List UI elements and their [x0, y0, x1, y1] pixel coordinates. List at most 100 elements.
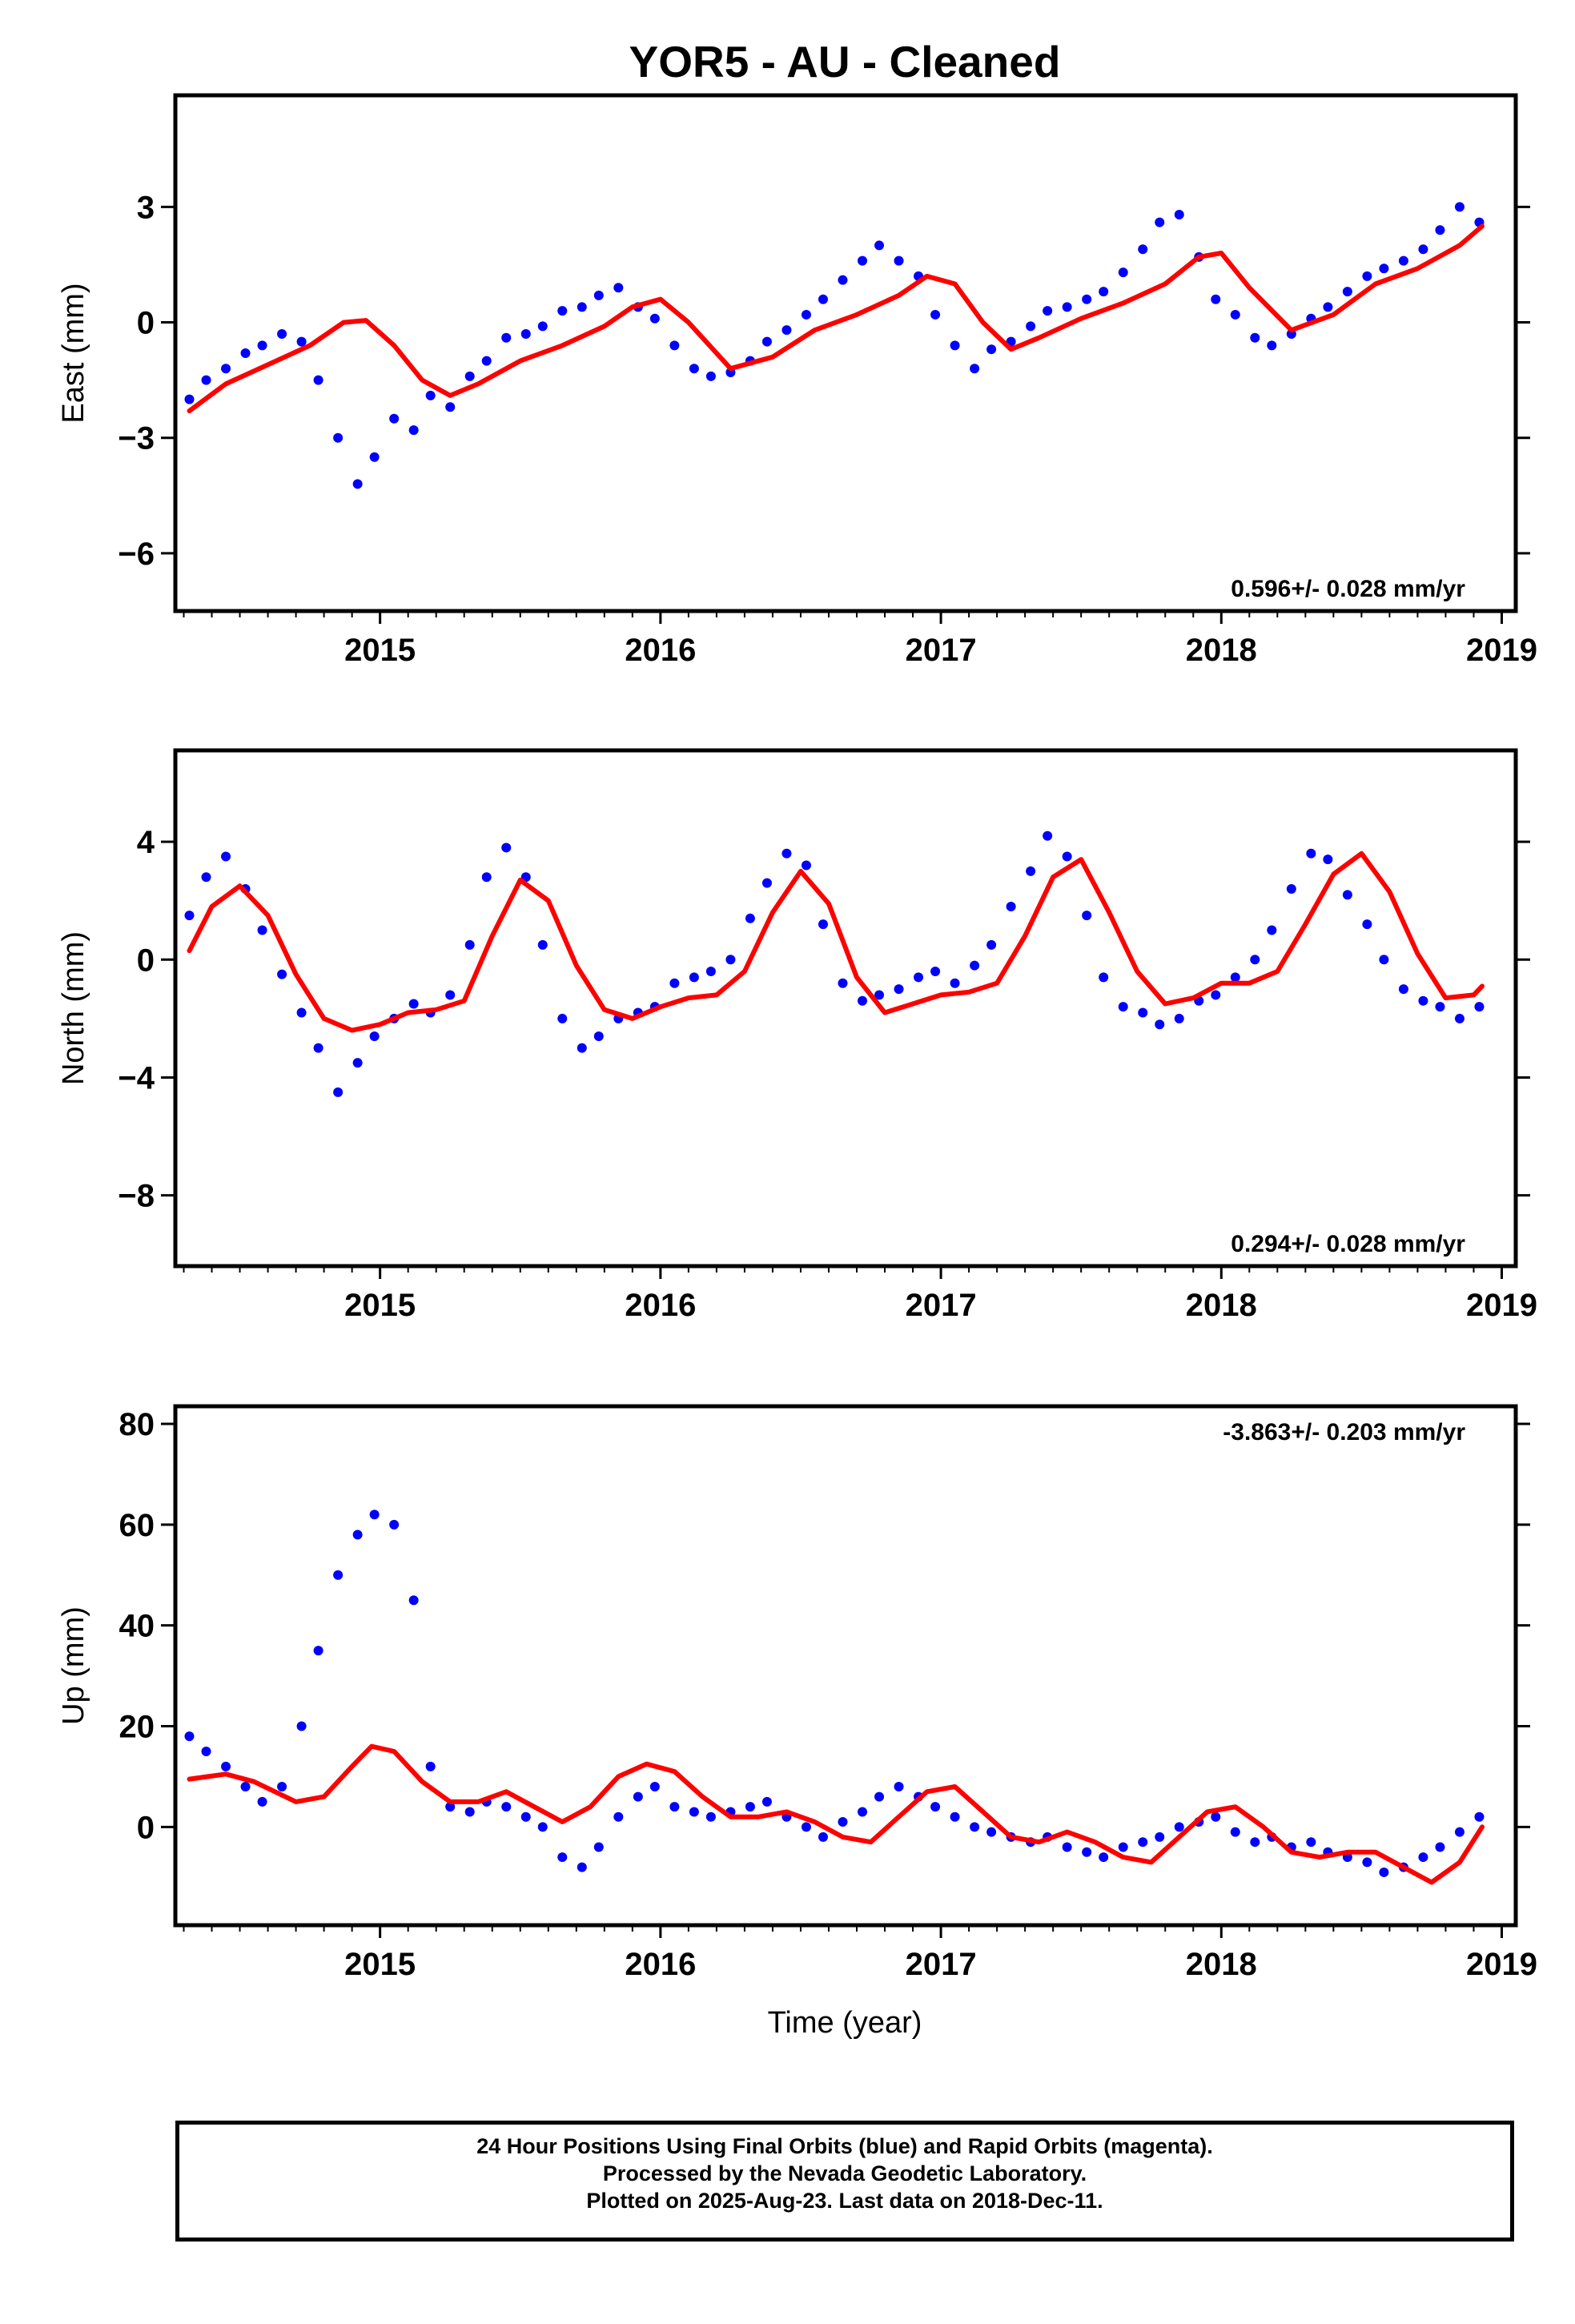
data-point	[649, 313, 660, 324]
data-point	[761, 1796, 772, 1807]
data-point	[577, 1862, 587, 1872]
data-point	[705, 371, 716, 381]
data-point	[557, 1013, 568, 1023]
data-point	[1082, 1847, 1092, 1857]
data-point	[986, 939, 997, 950]
data-point	[240, 1781, 251, 1791]
data-point	[1099, 287, 1109, 297]
rate-label: 0.596+/- 0.028 mm/yr	[1231, 576, 1465, 602]
data-point	[669, 1802, 680, 1812]
x-tick-label: 2018	[1186, 1947, 1257, 1982]
data-point	[1250, 1837, 1260, 1848]
data-point	[352, 479, 363, 489]
data-point	[1026, 866, 1036, 876]
data-point	[1362, 1857, 1372, 1868]
data-point	[894, 1781, 904, 1791]
data-point	[313, 1043, 323, 1053]
rate-label: 0.294+/- 0.028 mm/yr	[1231, 1231, 1465, 1257]
data-point	[1118, 1002, 1128, 1012]
y-tick-label: 3	[137, 190, 155, 225]
data-point	[801, 309, 811, 320]
y-tick-label: 0	[137, 1810, 155, 1845]
data-point	[481, 356, 492, 366]
data-point	[537, 939, 548, 950]
data-point	[1230, 1827, 1240, 1837]
data-point	[313, 1646, 323, 1656]
data-point	[1379, 263, 1389, 274]
data-point	[501, 1802, 512, 1812]
data-point	[858, 255, 868, 266]
data-point	[277, 1781, 287, 1791]
data-point	[986, 344, 997, 355]
data-point	[408, 999, 419, 1009]
data-point	[1418, 244, 1428, 255]
data-point	[970, 364, 980, 374]
panels: 2015 2016 2017 2018 2019 −6 −3 0 3 East (mm) 0.596…	[57, 93, 1537, 1982]
y-tick-label: −4	[118, 1060, 155, 1096]
data-point	[930, 309, 941, 320]
data-point	[1155, 1019, 1165, 1030]
data-point	[425, 390, 436, 400]
x-tick-label: 2016	[625, 633, 696, 668]
data-point	[745, 1802, 755, 1812]
data-point	[1435, 1002, 1445, 1012]
data-point	[705, 967, 716, 976]
data-point	[1250, 955, 1260, 965]
data-point	[1099, 972, 1109, 983]
fit-line	[187, 850, 1485, 1033]
data-point	[950, 1811, 960, 1822]
data-point	[1306, 1837, 1316, 1848]
data-point	[425, 1761, 436, 1771]
fit-line	[187, 223, 1485, 414]
footer-line-2: Processed by the Nevada Geodetic Laborat…	[602, 2161, 1087, 2185]
plot-frame	[173, 748, 1518, 1269]
data-point	[1267, 925, 1277, 935]
data-point	[1379, 1867, 1389, 1877]
plot-frame	[173, 93, 1518, 613]
data-point	[1267, 340, 1277, 351]
data-point	[1454, 1827, 1465, 1837]
data-point	[1342, 287, 1352, 297]
data-point	[838, 1817, 848, 1827]
data-point	[501, 332, 512, 343]
data-point	[1062, 851, 1072, 862]
data-point	[761, 336, 772, 347]
data-point	[1138, 1837, 1148, 1848]
data-point	[1230, 309, 1240, 320]
data-point	[1454, 202, 1465, 212]
data-point	[781, 848, 792, 858]
data-point	[970, 960, 980, 971]
x-tick-label: 2016	[625, 1947, 696, 1982]
y-tick-label: −3	[118, 421, 155, 456]
data-point	[593, 1031, 604, 1041]
data-point	[1379, 955, 1389, 965]
data-point	[1138, 1007, 1148, 1018]
data-point	[240, 348, 251, 358]
data-point	[689, 364, 699, 374]
data-point	[1099, 1852, 1109, 1863]
y-tick-label: 60	[119, 1508, 155, 1543]
data-point	[1362, 271, 1372, 281]
data-point	[745, 913, 755, 923]
data-point	[221, 851, 231, 862]
data-point	[725, 955, 736, 965]
data-point	[1230, 972, 1240, 983]
data-point	[557, 1852, 568, 1863]
x-tick-label: 2018	[1186, 633, 1257, 668]
data-point	[1155, 1831, 1165, 1842]
data-point	[221, 364, 231, 374]
data-point	[313, 375, 323, 385]
data-point	[520, 1811, 531, 1822]
data-point	[389, 413, 400, 424]
data-point	[481, 872, 492, 883]
data-point	[689, 1807, 699, 1817]
data-point	[858, 1807, 868, 1817]
y-tick-label: 80	[119, 1407, 155, 1442]
data-point	[1082, 911, 1092, 921]
data-point	[950, 340, 960, 351]
fit-line	[187, 1743, 1485, 1885]
data-point	[669, 340, 680, 351]
data-point	[1174, 209, 1184, 219]
y-tick-label: 0	[137, 306, 155, 341]
